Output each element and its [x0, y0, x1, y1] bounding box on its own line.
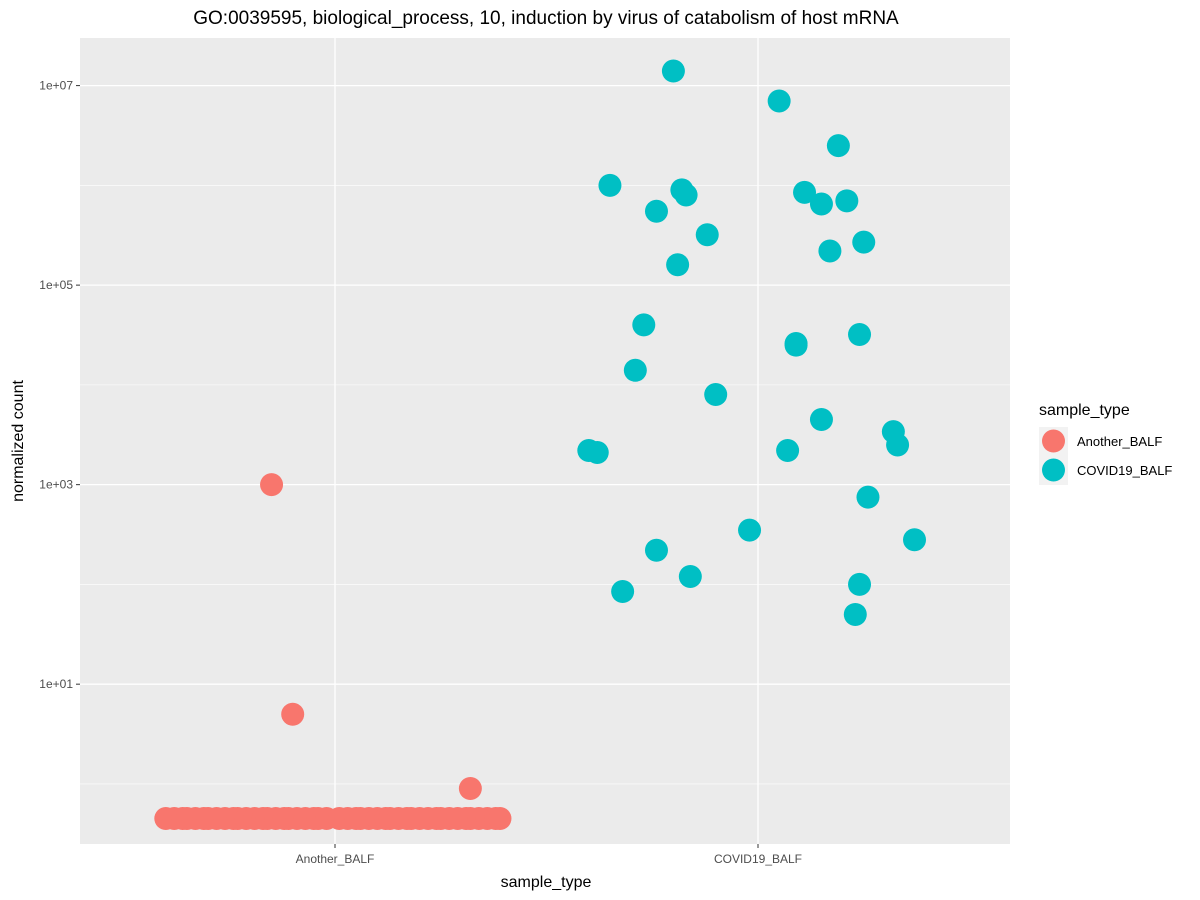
legend-title: sample_type	[1039, 402, 1130, 419]
y-tick-label: 1e+07	[39, 79, 73, 93]
data-point	[826, 134, 850, 158]
data-point	[738, 518, 762, 542]
data-point	[678, 565, 702, 589]
data-point	[835, 189, 859, 213]
x-axis-title: sample_type	[501, 874, 592, 891]
y-axis-ticks: 1e+01 1e+03 1e+05 1e+07	[39, 79, 80, 691]
data-point	[886, 433, 910, 457]
y-axis-title: normalized count	[10, 380, 27, 502]
x-tick-label: COVID19_BALF	[714, 852, 802, 866]
data-point	[458, 777, 482, 801]
data-point	[260, 473, 284, 497]
data-point	[852, 230, 876, 254]
legend-label: COVID19_BALF	[1077, 463, 1172, 478]
data-point	[644, 199, 668, 223]
legend-keys: Another_BALF COVID19_BALF	[1039, 427, 1172, 485]
chart-title: GO:0039595, biological_process, 10, indu…	[193, 8, 899, 29]
y-tick-label: 1e+01	[39, 677, 73, 691]
legend-label: Another_BALF	[1077, 434, 1162, 449]
data-point	[809, 192, 833, 216]
y-tick-label: 1e+03	[39, 478, 73, 492]
data-point	[784, 331, 808, 355]
data-point	[661, 59, 685, 83]
plot-panel	[80, 38, 1010, 844]
data-point	[674, 183, 698, 207]
data-point	[281, 702, 305, 726]
x-tick-label: Another_BALF	[296, 852, 375, 866]
y-tick-label: 1e+05	[39, 278, 73, 292]
legend-key	[1042, 458, 1065, 482]
data-point	[776, 438, 800, 462]
data-point	[695, 223, 719, 247]
data-point	[611, 579, 635, 603]
data-point	[644, 538, 668, 562]
data-point	[793, 180, 817, 204]
data-point	[632, 313, 656, 337]
data-point	[767, 89, 791, 113]
data-point	[848, 322, 872, 346]
data-point	[848, 572, 872, 596]
data-point	[856, 485, 880, 509]
data-point	[903, 528, 927, 552]
data-point	[704, 383, 728, 407]
data-point	[623, 358, 647, 382]
data-point	[809, 407, 833, 431]
data-point	[666, 253, 690, 277]
x-axis-ticks: Another_BALF COVID19_BALF	[296, 844, 802, 866]
data-point	[843, 602, 867, 626]
gridlines	[80, 38, 1010, 844]
data-point	[598, 173, 622, 197]
data-point	[577, 438, 601, 462]
data-point	[818, 239, 842, 263]
data-point	[488, 807, 512, 831]
legend-key	[1042, 429, 1065, 453]
data-points	[154, 59, 927, 831]
legend: sample_type Another_BALF COVID19_BALF	[1039, 402, 1172, 485]
